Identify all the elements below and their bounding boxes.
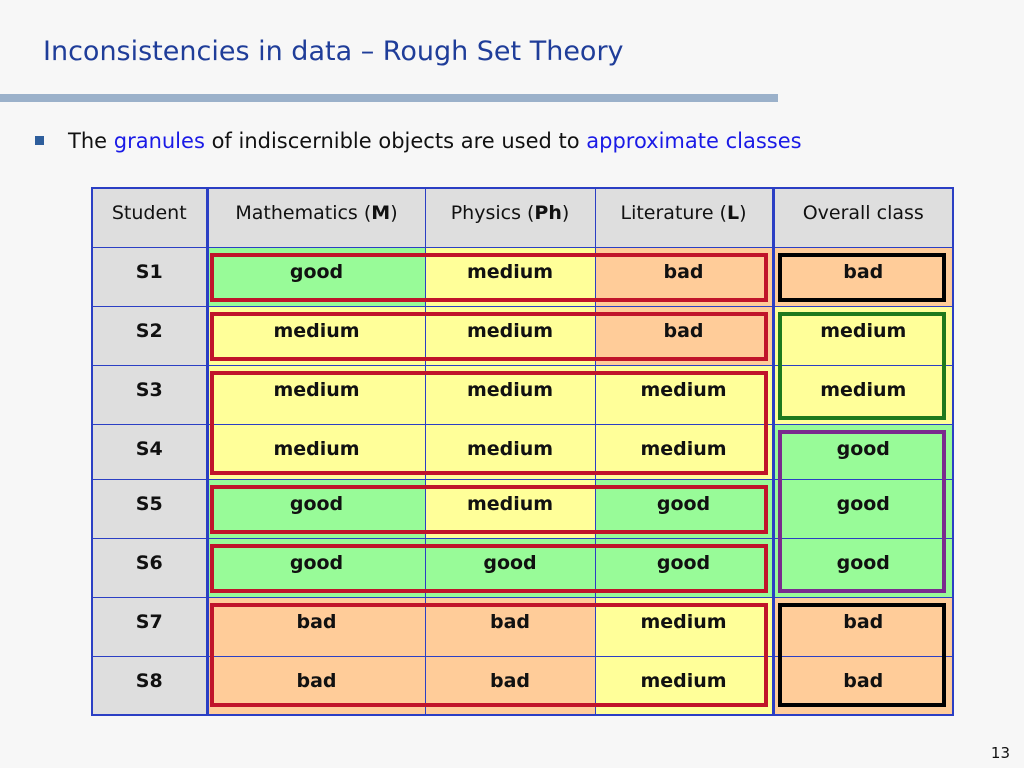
math-cell: good	[205, 246, 426, 307]
literature-cell: medium	[594, 364, 774, 425]
bullet-highlight-approximate-classes: approximate classes	[586, 129, 802, 153]
student-cell: S8	[91, 655, 208, 716]
table-row: S1 good medium bad bad	[91, 246, 954, 307]
header-lit-close: )	[739, 202, 747, 224]
physics-cell: medium	[424, 478, 596, 539]
student-cell: S4	[91, 423, 208, 480]
table-row: S2 medium medium bad medium	[91, 305, 954, 366]
header-lit-code: L	[726, 202, 740, 224]
overall-class-cell: good	[771, 478, 954, 539]
page-number: 13	[990, 744, 1010, 762]
header-overall-class: Overall class	[771, 187, 954, 248]
physics-cell: medium	[424, 364, 596, 425]
overall-class-cell: medium	[771, 305, 954, 366]
header-mathematics: Mathematics (M)	[205, 187, 426, 248]
student-cell: S3	[91, 364, 208, 425]
literature-cell: bad	[594, 305, 774, 366]
student-cell: S6	[91, 537, 208, 598]
math-cell: bad	[205, 596, 426, 657]
header-math-code: M	[371, 202, 391, 224]
table-row: S4 medium medium medium good	[91, 423, 954, 480]
header-math-label: Mathematics (	[235, 202, 372, 224]
slide-title: Inconsistencies in data – Rough Set Theo…	[43, 36, 624, 67]
bullet-text-mid: of indiscernible objects are used to	[204, 129, 587, 153]
header-lit-label: Literature (	[620, 202, 727, 224]
student-cell: S2	[91, 305, 208, 366]
physics-cell: medium	[424, 423, 596, 480]
table-row: S6 good good good good	[91, 537, 954, 598]
math-cell: medium	[205, 364, 426, 425]
physics-cell: bad	[424, 596, 596, 657]
literature-cell: good	[594, 537, 774, 598]
header-phys-close: )	[561, 202, 570, 224]
header-phys-label: Physics (	[450, 202, 535, 224]
literature-cell: medium	[594, 423, 774, 480]
math-cell: medium	[205, 423, 426, 480]
overall-class-cell: bad	[771, 246, 954, 307]
literature-cell: medium	[594, 655, 774, 716]
physics-cell: bad	[424, 655, 596, 716]
header-student: Student	[91, 187, 208, 248]
math-cell: good	[205, 478, 426, 539]
bullet-highlight-granules: granules	[113, 129, 205, 153]
literature-cell: good	[594, 478, 774, 539]
bullet-point: The granules of indiscernible objects ar…	[35, 129, 802, 153]
overall-class-cell: medium	[771, 364, 954, 425]
table-row: S7 bad bad medium bad	[91, 596, 954, 657]
overall-class-cell: good	[771, 537, 954, 598]
square-bullet-icon	[35, 136, 44, 145]
header-literature: Literature (L)	[594, 187, 774, 248]
header-row: Student Mathematics (M) Physics (Ph) Lit…	[91, 187, 954, 248]
header-physics: Physics (Ph)	[424, 187, 596, 248]
physics-cell: medium	[424, 305, 596, 366]
literature-cell: bad	[594, 246, 774, 307]
math-cell: medium	[205, 305, 426, 366]
overall-class-cell: good	[771, 423, 954, 480]
table-row: S8 bad bad medium bad	[91, 655, 954, 716]
bullet-text-pre: The	[68, 129, 114, 153]
physics-cell: medium	[424, 246, 596, 307]
table-row: S5 good medium good good	[91, 478, 954, 539]
math-cell: bad	[205, 655, 426, 716]
header-math-close: )	[390, 202, 398, 224]
student-grades-table: Student Mathematics (M) Physics (Ph) Lit…	[91, 187, 954, 716]
overall-class-cell: bad	[771, 596, 954, 657]
literature-cell: medium	[594, 596, 774, 657]
student-cell: S5	[91, 478, 208, 539]
physics-cell: good	[424, 537, 596, 598]
overall-class-cell: bad	[771, 655, 954, 716]
student-cell: S1	[91, 246, 208, 307]
math-cell: good	[205, 537, 426, 598]
table-row: S3 medium medium medium medium	[91, 364, 954, 425]
header-phys-code: Ph	[534, 202, 562, 224]
title-underline	[0, 94, 778, 102]
student-cell: S7	[91, 596, 208, 657]
